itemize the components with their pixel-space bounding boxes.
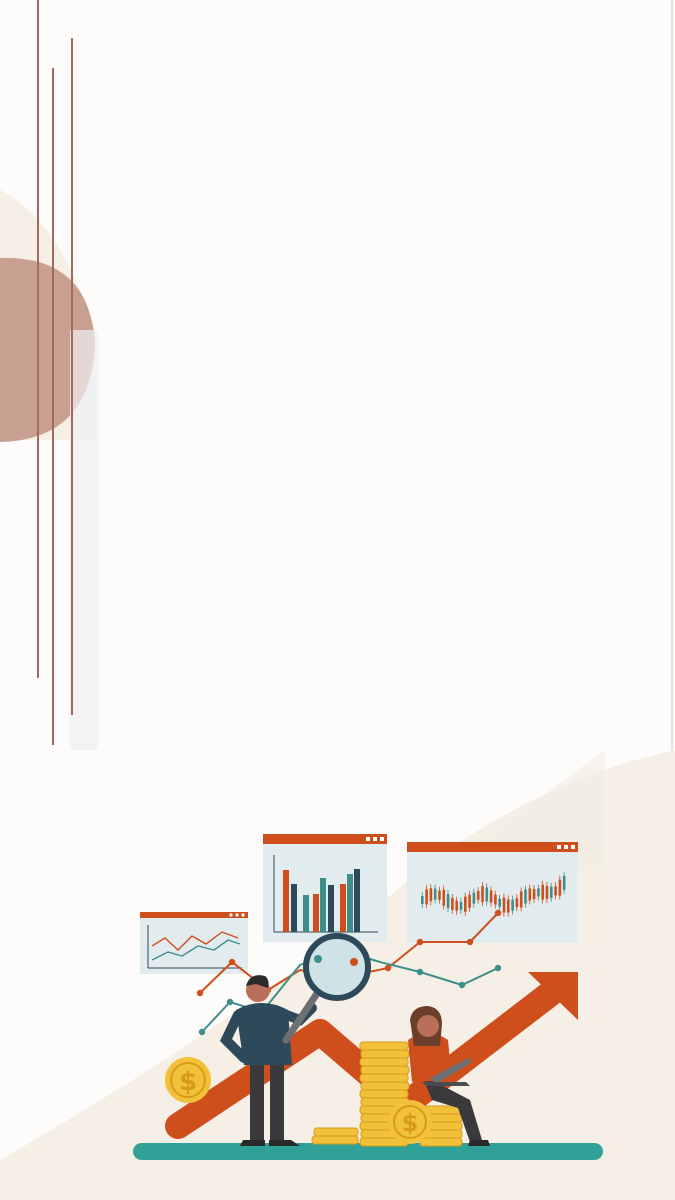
candle-body bbox=[429, 888, 433, 902]
candle-body bbox=[489, 890, 493, 903]
candle-body bbox=[554, 886, 557, 896]
candle-body bbox=[528, 888, 532, 901]
candlestick-chart-panel bbox=[407, 842, 578, 943]
line-dot bbox=[198, 1028, 206, 1036]
magnifier-icon bbox=[282, 933, 371, 1044]
candle-body bbox=[550, 886, 553, 898]
candle-body bbox=[524, 889, 527, 904]
candle-body bbox=[532, 889, 536, 900]
candle-body bbox=[446, 893, 450, 908]
candle-body bbox=[494, 894, 497, 905]
line-dot bbox=[458, 981, 466, 989]
candle-body bbox=[472, 892, 476, 904]
candle-body bbox=[541, 884, 544, 900]
candle-body bbox=[468, 894, 471, 908]
bar-chart-panel bbox=[263, 834, 387, 942]
candle-body bbox=[464, 896, 467, 912]
line-dot bbox=[466, 938, 474, 946]
coin-layer bbox=[359, 1041, 409, 1051]
woman-figure bbox=[408, 1006, 490, 1146]
candle-body bbox=[519, 891, 523, 908]
coin-layer bbox=[419, 1137, 463, 1147]
candle-body bbox=[421, 896, 424, 904]
cream-swoosh-highlight bbox=[470, 750, 605, 870]
candle-body bbox=[498, 898, 501, 907]
candle-body bbox=[425, 889, 428, 905]
line-dot bbox=[494, 964, 502, 972]
line-dot bbox=[416, 938, 424, 946]
candle-body bbox=[476, 890, 480, 900]
candle-body bbox=[455, 900, 458, 911]
coin-dollar-symbol: $ bbox=[402, 1109, 419, 1137]
coin-layer bbox=[360, 1065, 410, 1075]
candle-body bbox=[481, 886, 484, 903]
coin-layer bbox=[360, 1081, 410, 1091]
coin-left: $ bbox=[165, 1057, 211, 1103]
laptop-icon bbox=[422, 1058, 472, 1086]
candle-body bbox=[433, 888, 437, 900]
candle-body bbox=[558, 879, 562, 896]
line-dot bbox=[494, 909, 502, 917]
coin-layer bbox=[359, 1089, 409, 1099]
coin-layer bbox=[360, 1049, 410, 1059]
line-dot bbox=[226, 998, 234, 1006]
candle-body bbox=[459, 901, 463, 910]
line-dot bbox=[416, 968, 424, 976]
candle-body bbox=[545, 885, 549, 899]
candle-body bbox=[507, 899, 510, 913]
coin-layer bbox=[359, 1057, 409, 1067]
candle-body bbox=[485, 887, 489, 902]
ground-bar bbox=[133, 1143, 603, 1160]
line-dot bbox=[228, 958, 236, 966]
candle-body bbox=[515, 898, 519, 908]
candle-body bbox=[451, 897, 454, 910]
coin-stack-small bbox=[311, 1127, 359, 1145]
line-dot bbox=[384, 964, 392, 972]
coin-layer bbox=[359, 1073, 409, 1083]
pale-vertical-band bbox=[70, 330, 98, 750]
candle-body bbox=[511, 899, 514, 911]
candle-body bbox=[537, 888, 540, 897]
coin-center: $ bbox=[388, 1100, 432, 1144]
line-dot bbox=[196, 989, 204, 997]
trend-arrow-head bbox=[528, 972, 578, 1020]
candle-body bbox=[502, 897, 506, 913]
candle-body bbox=[442, 889, 446, 906]
candle-body bbox=[438, 890, 441, 900]
candle-body bbox=[562, 875, 566, 890]
coin-dollar-symbol: $ bbox=[179, 1067, 197, 1097]
